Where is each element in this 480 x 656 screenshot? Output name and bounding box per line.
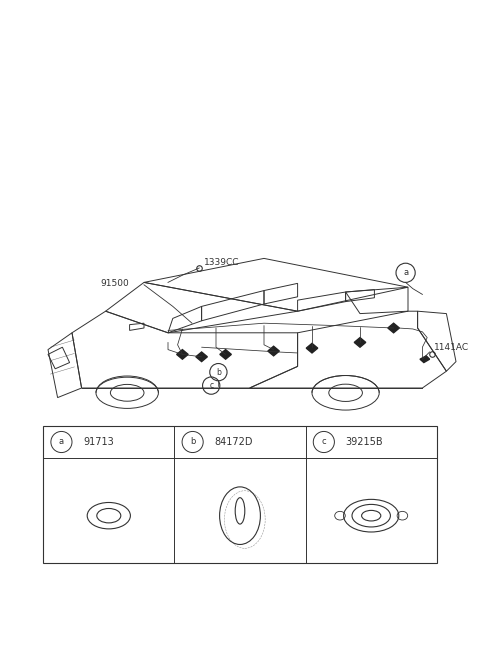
Polygon shape [388,323,399,333]
Polygon shape [196,352,207,361]
Text: 84172D: 84172D [214,437,253,447]
Text: a: a [59,438,64,447]
Text: 1339CC: 1339CC [204,258,240,266]
Polygon shape [420,356,430,363]
Text: 91713: 91713 [83,437,114,447]
Polygon shape [306,343,318,353]
Text: b: b [190,438,195,447]
Polygon shape [220,350,231,359]
Text: c: c [209,381,213,390]
Text: 91500: 91500 [101,279,130,289]
Polygon shape [268,346,279,356]
Text: c: c [322,438,326,447]
Text: 39215B: 39215B [346,437,383,447]
Polygon shape [354,338,366,347]
Polygon shape [177,350,188,359]
Bar [43,426,437,564]
Text: a: a [403,268,408,277]
Text: b: b [216,367,221,377]
Text: 1141AC: 1141AC [434,343,469,352]
